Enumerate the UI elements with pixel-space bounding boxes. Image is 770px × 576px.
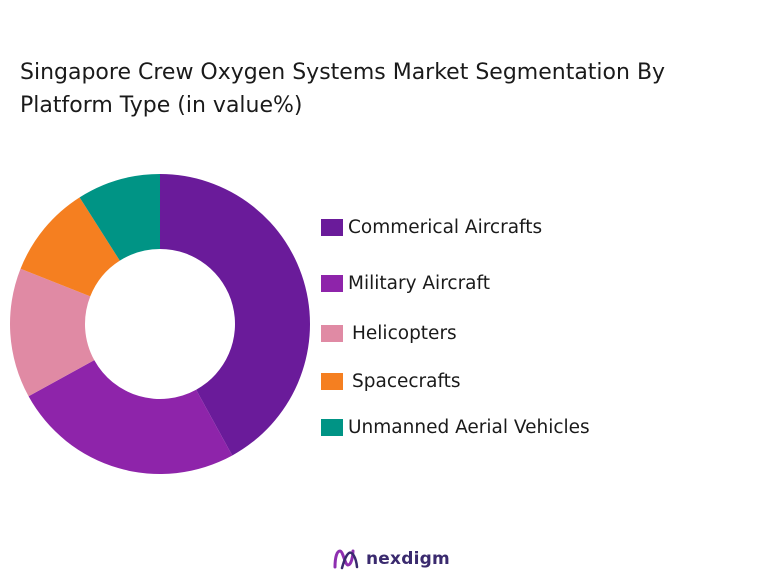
donut-slice-unmanned-aerial-vehicles [79, 174, 160, 261]
legend-label: Helicopters [352, 322, 457, 344]
legend-label: Commerical Aircrafts [348, 216, 543, 238]
legend-item-unmanned-aerial-vehicles: Unmanned Aerial Vehicles [321, 413, 590, 441]
donut-slice-military-aircraft [28, 360, 233, 475]
legend-swatch [321, 418, 343, 436]
legend-label: Military Aircraft [348, 272, 490, 294]
donut-slice-spacecrafts [20, 197, 120, 297]
legend-swatch [321, 372, 343, 390]
legend-swatch [321, 274, 343, 292]
chart-title-line-2: Platform Type (in value%) [20, 93, 303, 118]
legend-swatch [321, 324, 343, 342]
chart-title-line-1: Singapore Crew Oxygen Systems Market Seg… [20, 60, 666, 85]
legend-swatch [321, 218, 343, 236]
chart-legend: Commerical Aircrafts Military Aircraft Hel… [321, 213, 761, 453]
legend-label: Unmanned Aerial Vehicles [348, 416, 590, 438]
legend-label: Spacecrafts [352, 370, 461, 392]
donut-chart [10, 174, 311, 475]
chart-title: Singapore Crew Oxygen Systems Market Seg… [20, 56, 760, 122]
nexdigm-logo: nexdigm [332, 545, 450, 573]
legend-item-spacecrafts: Spacecrafts [321, 367, 461, 395]
legend-item-helicopters: Helicopters [321, 319, 457, 347]
donut-slice-helicopters [10, 268, 95, 397]
nexdigm-logo-icon [333, 549, 359, 570]
legend-item-military-aircraft: Military Aircraft [321, 269, 490, 297]
legend-item-commerical-aircrafts: Commerical Aircrafts [321, 213, 542, 241]
donut-slice-commerical-aircrafts [160, 174, 311, 456]
nexdigm-logo-text: nexdigm [366, 549, 450, 569]
